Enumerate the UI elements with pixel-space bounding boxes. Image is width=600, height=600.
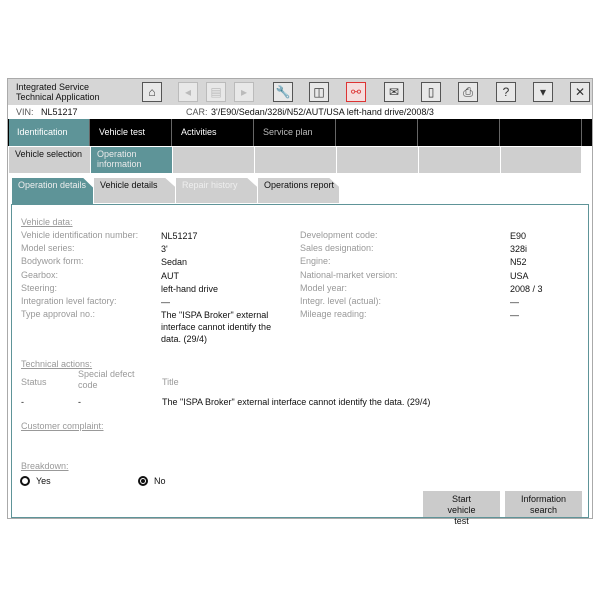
tab-operation-details[interactable]: Operation details — [12, 178, 93, 205]
field-label: Bodywork form: — [21, 256, 84, 267]
col-special-defect-code: Special defect code — [78, 369, 135, 390]
row-status: - — [21, 397, 24, 407]
nav-item-empty-5 — [419, 119, 500, 146]
car-label: CAR: — [186, 107, 208, 117]
forward-icon: ▸ — [234, 82, 254, 102]
tab-operations-report[interactable]: Operations report — [258, 178, 339, 203]
field-label: Mileage reading: — [300, 309, 367, 320]
field-value: 328i — [510, 244, 528, 255]
field-label: Type approval no.: — [21, 309, 96, 320]
app-title-line1: Integrated Service — [16, 82, 90, 92]
help-icon[interactable]: ? — [496, 82, 516, 102]
field-value: 3' — [161, 244, 168, 255]
app-title: Integrated Service Technical Application — [16, 82, 126, 102]
field-label: Steering: — [21, 282, 58, 293]
radio-yes-label: Yes — [36, 476, 51, 486]
breakdown-heading: Breakdown: — [21, 461, 69, 471]
radio-yes[interactable] — [20, 476, 30, 486]
nav-item-service-plan[interactable]: Service plan — [255, 119, 336, 146]
tab-vehicle-details[interactable]: Vehicle details — [94, 178, 175, 203]
field-label: Vehicle identification number: — [21, 230, 139, 240]
field-value: The "ISPA Broker" external interface can… — [161, 310, 272, 345]
col-status: Status — [21, 377, 47, 387]
field-label: Model year: — [300, 282, 348, 293]
start-vehicle-test-button[interactable]: Start vehicle test — [423, 491, 500, 526]
field-label: National-market version: — [300, 269, 398, 280]
field-label: Development code: — [300, 230, 378, 240]
subnav-item-empty-5 — [419, 147, 500, 173]
subnav-item-vehicle-selection[interactable]: Vehicle selection — [9, 147, 90, 173]
nav-item-identification[interactable]: Identification — [9, 119, 90, 146]
field-label: Engine: — [300, 256, 331, 267]
split-view-icon[interactable]: ◫ — [309, 82, 329, 102]
vehicle-info-row: VIN: NL51217 CAR: 3'/E90/Sedan/328i/N52/… — [8, 105, 592, 119]
sub-nav: Vehicle selection Operation information — [8, 147, 592, 173]
field-value: — — [510, 297, 519, 307]
vin-value: NL51217 — [41, 107, 78, 117]
mail-icon[interactable]: ✉ — [384, 82, 404, 102]
field-value: E90 — [510, 231, 527, 241]
nav-item-activities[interactable]: Activities — [173, 119, 254, 146]
home-icon[interactable]: ⌂ — [142, 82, 162, 102]
field-value: AUT — [161, 270, 179, 281]
field-label: Integration level factory: — [21, 296, 117, 306]
print-icon[interactable]: ⎙ — [458, 82, 478, 102]
field-label: Sales designation: — [300, 243, 374, 254]
information-search-button[interactable]: Information search — [505, 491, 582, 517]
row-defect-code: - — [78, 397, 81, 407]
nav-item-vehicle-test[interactable]: Vehicle test — [91, 119, 172, 146]
field-value: N52 — [510, 257, 527, 268]
subnav-item-empty-2 — [173, 147, 254, 173]
connection-icon[interactable]: ⚯ — [346, 82, 366, 102]
field-value: — — [161, 297, 170, 307]
col-title: Title — [162, 377, 179, 387]
pages-icon: ▤ — [206, 82, 226, 102]
nav-item-empty-4 — [337, 119, 418, 146]
vin-label: VIN: — [16, 107, 34, 117]
app-title-line2: Technical Application — [16, 92, 100, 102]
app-window: Integrated Service Technical Application … — [7, 78, 593, 526]
tab-repair-history: Repair history — [176, 178, 257, 203]
field-value: 2008 / 3 — [510, 283, 543, 294]
battery-icon[interactable]: ▯ — [421, 82, 441, 102]
radio-no-label: No — [154, 476, 166, 486]
subnav-item-operation-information[interactable]: Operation information — [91, 147, 172, 173]
field-value: NL51217 — [161, 231, 198, 241]
main-nav: Identification Vehicle test Activities Serv… — [8, 119, 592, 146]
subnav-item-empty-4 — [337, 147, 418, 173]
row-title: The "ISPA Broker" external interface can… — [162, 397, 431, 407]
field-label: Model series: — [21, 243, 75, 254]
vehicle-data-heading: Vehicle data: — [21, 217, 73, 227]
operation-details-panel: Vehicle data: Vehicle identification num… — [11, 204, 589, 526]
wrench-icon[interactable]: 🔧 — [273, 82, 293, 102]
subnav-item-empty-6 — [501, 147, 581, 173]
back-icon: ◂ — [178, 82, 198, 102]
car-value: 3'/E90/Sedan/328i/N52/AUT/USA left-hand … — [211, 107, 434, 117]
subnav-item-empty-3 — [255, 147, 336, 173]
field-value: Sedan — [161, 257, 188, 268]
field-label: Integr. level (actual): — [300, 296, 382, 306]
close-icon[interactable]: ✕ — [570, 82, 590, 102]
technical-actions-heading: Technical actions: — [21, 359, 93, 369]
minimize-icon[interactable]: ▾ — [533, 82, 553, 102]
title-bar: Integrated Service Technical Application … — [8, 79, 592, 105]
customer-complaint-heading: Customer complaint: — [21, 421, 104, 431]
radio-no[interactable] — [138, 476, 148, 486]
field-value: USA — [510, 270, 529, 281]
nav-item-empty-6 — [501, 119, 582, 146]
field-label: Gearbox: — [21, 269, 59, 280]
field-value: left-hand drive — [161, 283, 219, 294]
field-value: — — [510, 310, 519, 321]
